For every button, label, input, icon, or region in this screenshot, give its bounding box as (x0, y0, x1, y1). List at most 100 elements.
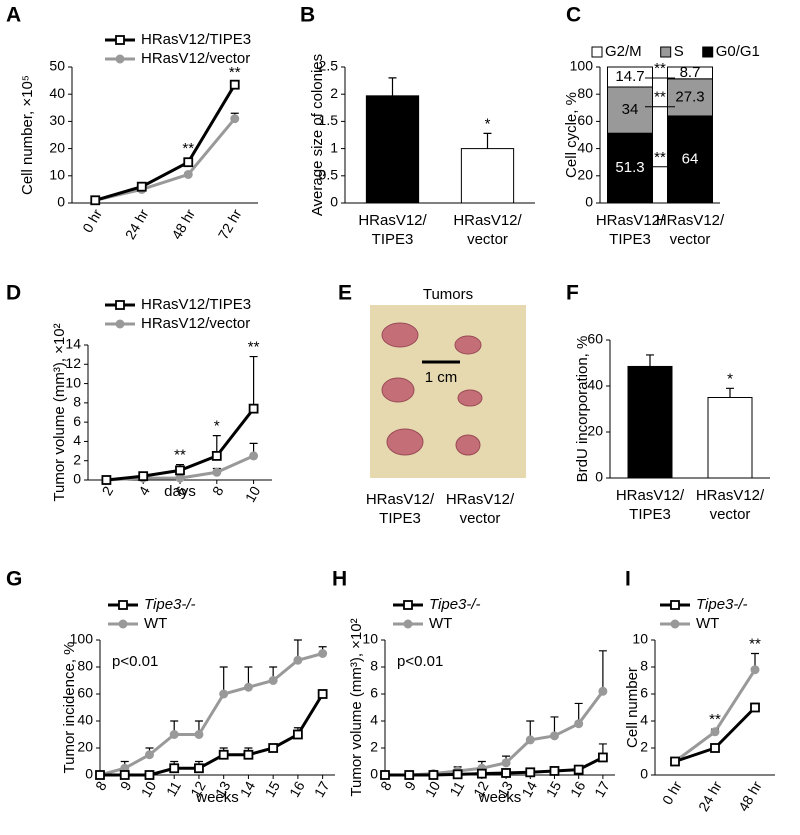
marker (95, 770, 105, 780)
y-tick-label: 0 (640, 766, 648, 782)
bar (365, 95, 420, 204)
y-tick-label: 0 (57, 194, 65, 210)
value-label: 64 (682, 150, 699, 167)
y-tick-label: 0 (585, 194, 593, 210)
legend-label: Tipe3-/- (696, 596, 748, 613)
value-label: 27.3 (675, 88, 704, 105)
x-tick-label: 48 hr (168, 206, 198, 242)
x-tick-label: 10 (422, 778, 444, 800)
marker (598, 686, 608, 696)
marker (525, 735, 535, 745)
x-tick-label: 24 hr (122, 206, 152, 242)
y-axis-label: Cell number (624, 667, 641, 748)
x-tick-label: 16 (567, 778, 589, 800)
significance: * (214, 418, 220, 435)
marker (292, 729, 303, 740)
y-tick-label: 0 (595, 469, 603, 485)
x-tick-label: 8 (377, 778, 395, 793)
tumor (454, 335, 482, 355)
marker (710, 727, 720, 737)
y-tick-label: 80 (577, 85, 593, 101)
marker (573, 764, 584, 775)
x-tick-label: 0 hr (79, 206, 105, 235)
y-tick-label: 60 (587, 331, 603, 347)
marker (525, 767, 536, 778)
line (100, 693, 324, 777)
x-tick-label: 14 (237, 778, 259, 800)
marker (750, 702, 760, 713)
y-tick-label: 6 (73, 413, 81, 429)
y-tick-label: 60 (577, 112, 593, 128)
y-tick-label: 1.5 (319, 112, 339, 128)
y-tick-label: 30 (49, 112, 65, 128)
marker (428, 770, 439, 780)
line (385, 690, 605, 777)
significance: * (485, 115, 491, 132)
marker (136, 181, 147, 192)
significance: ** (182, 140, 194, 157)
bar (627, 365, 673, 479)
y-tick-label: 20 (49, 139, 65, 155)
marker (144, 750, 154, 760)
marker (138, 471, 149, 482)
x-tick-label: 12 (187, 778, 209, 800)
significance: ** (709, 711, 721, 728)
x-tick-label: vector (460, 510, 501, 527)
bar-segment (607, 132, 653, 204)
bar-segment (607, 66, 653, 88)
legend-marker (118, 600, 128, 610)
x-tick-label: TIPE3 (372, 231, 414, 248)
photo-title: Tumors (423, 286, 473, 303)
significance: * (727, 370, 733, 387)
x-tick-label: 11 (446, 778, 467, 799)
y-tick-label: 100 (70, 631, 94, 647)
error-bar (598, 650, 607, 692)
marker (211, 450, 222, 461)
marker (380, 770, 390, 780)
x-tick-label: 9 (401, 778, 419, 793)
legend-label: HRasV12/vector (141, 50, 250, 67)
x-tick-label: 0 hr (659, 778, 685, 807)
legend-label: G2/M (605, 43, 642, 60)
x-tick-label: HRasV12/ (453, 212, 522, 229)
y-tick-label: 12 (65, 355, 81, 371)
error-bar (219, 666, 228, 694)
y-tick-label: 0 (370, 766, 378, 782)
bar-segment (667, 66, 713, 80)
panel-label: G (6, 568, 22, 591)
x-tick-label: 2 (98, 483, 116, 498)
marker (144, 770, 155, 780)
y-tick-label: 10 (632, 631, 648, 647)
y-tick-label: 20 (77, 739, 93, 755)
y-tick-label: 40 (577, 139, 593, 155)
marker (318, 649, 328, 658)
x-tick-label: 15 (261, 778, 283, 800)
y-tick-label: 0 (330, 194, 338, 210)
y-tick-label: 8 (370, 658, 378, 674)
legend-label: WT (696, 615, 719, 632)
legend-label: G0/G1 (716, 43, 760, 60)
x-tick-label: 16 (286, 778, 308, 800)
legend-marker (115, 35, 125, 45)
significance: ** (248, 339, 260, 356)
bar (460, 148, 515, 204)
y-tick-label: 20 (587, 423, 603, 439)
legend-label: HRasV12/vector (141, 315, 250, 332)
marker (194, 730, 204, 739)
significance: ** (229, 64, 241, 81)
panel-label: I (625, 568, 631, 591)
y-tick-label: 80 (77, 658, 93, 674)
marker (549, 766, 560, 776)
tumor (455, 434, 481, 456)
marker (243, 749, 254, 760)
x-tick-label: 17 (311, 778, 333, 800)
y-tick-label: 100 (570, 58, 594, 74)
y-tick-label: 10 (65, 374, 81, 390)
error-bar (726, 387, 734, 398)
marker (501, 768, 511, 778)
tumor (386, 428, 424, 456)
tumor (457, 389, 483, 407)
bar-segment (667, 115, 713, 204)
legend-marker (115, 319, 125, 329)
marker (194, 763, 204, 774)
